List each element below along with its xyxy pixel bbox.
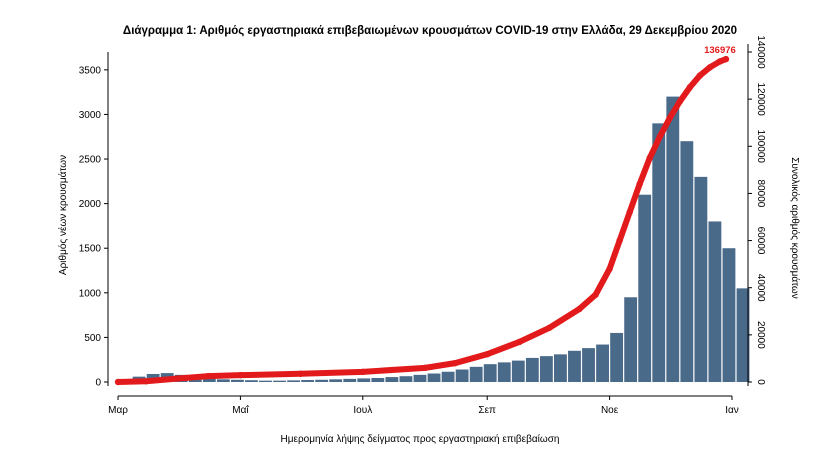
chart-title: Διάγραμμα 1: Αριθμός εργαστηριακά επιβεβ… bbox=[123, 25, 737, 37]
bar bbox=[525, 357, 539, 382]
bar bbox=[539, 356, 553, 382]
bar bbox=[596, 344, 609, 382]
x-tick-label: Μαρ bbox=[108, 405, 128, 416]
axes-group: 0 500 1000 1500 2000 2500 3000 3500 0 20000 40000 6… bbox=[79, 35, 766, 416]
y2-tick-label: 60000 bbox=[755, 227, 766, 255]
cumulative-point bbox=[205, 372, 212, 380]
cumulative-point bbox=[606, 265, 613, 273]
bar bbox=[343, 378, 357, 382]
y-tick-label: 1500 bbox=[79, 244, 102, 255]
y-tick-label: 3500 bbox=[79, 65, 102, 76]
cumulative-point bbox=[592, 291, 599, 298]
cumulative-point bbox=[616, 237, 623, 244]
bar bbox=[329, 379, 343, 382]
y-tick-label: 2000 bbox=[79, 199, 102, 210]
bar bbox=[259, 380, 272, 382]
bar bbox=[483, 364, 497, 382]
bar bbox=[497, 362, 511, 382]
bar bbox=[624, 297, 638, 382]
y2-tick-label: 80000 bbox=[755, 180, 766, 208]
x-tick-label: Ιουλ bbox=[353, 405, 372, 416]
x-tick-label: Νοε bbox=[601, 405, 619, 416]
bar bbox=[722, 248, 736, 382]
y-tick-label: 2500 bbox=[79, 155, 102, 166]
y-tick-label: 3000 bbox=[79, 110, 102, 121]
cumulative-point bbox=[421, 364, 429, 372]
cumulative-point bbox=[706, 64, 714, 71]
y2-tick-label: 100000 bbox=[755, 130, 766, 164]
x-axis-label: Ημερομηνία λήψης δείγματος προς εργαστηρ… bbox=[281, 433, 560, 445]
bar bbox=[441, 371, 455, 382]
bar bbox=[273, 380, 286, 382]
bar bbox=[301, 380, 315, 382]
cumulative-point bbox=[297, 370, 304, 377]
cumulative-point bbox=[142, 378, 150, 385]
bar bbox=[511, 360, 525, 382]
cumulative-point bbox=[175, 375, 182, 382]
bars-group bbox=[118, 96, 750, 382]
cumulative-point bbox=[237, 371, 244, 379]
bar bbox=[371, 377, 385, 382]
y2-tick-label: 120000 bbox=[755, 82, 766, 116]
bar bbox=[399, 376, 413, 382]
y-axis-label: Αριθμός νέων κρουσμάτων bbox=[57, 155, 69, 275]
cumulative-point bbox=[114, 378, 122, 386]
bar bbox=[315, 379, 329, 382]
bar bbox=[736, 288, 750, 382]
x-tick-label: Ιαν bbox=[725, 405, 739, 416]
cumulative-point bbox=[722, 55, 730, 63]
cumulative-point bbox=[576, 305, 583, 313]
bar bbox=[216, 379, 230, 382]
bar bbox=[568, 350, 581, 382]
bar bbox=[680, 141, 694, 382]
x-tick-label: Μαΐ bbox=[232, 404, 249, 416]
bar bbox=[455, 369, 469, 382]
end-value-label: 136976 bbox=[704, 45, 736, 56]
bar bbox=[694, 176, 708, 382]
cumulative-point bbox=[676, 98, 684, 105]
cumulative-point bbox=[626, 209, 633, 216]
cumulative-point bbox=[646, 154, 653, 162]
y2-tick-label: 40000 bbox=[755, 274, 766, 302]
cumulative-point bbox=[656, 133, 663, 141]
cumulative-point bbox=[359, 368, 367, 376]
bar bbox=[708, 221, 722, 382]
bar bbox=[427, 373, 441, 382]
cumulative-point bbox=[546, 324, 553, 331]
cumulative-point bbox=[484, 350, 491, 358]
bar bbox=[638, 194, 652, 382]
cumulative-point bbox=[516, 338, 523, 346]
cumulative-point bbox=[451, 359, 459, 367]
bar bbox=[287, 380, 301, 382]
y2-tick-label: 0 bbox=[755, 379, 766, 385]
bar bbox=[582, 348, 595, 382]
bar bbox=[385, 377, 399, 382]
y2-tick-label: 140000 bbox=[755, 35, 766, 69]
cumulative-point bbox=[636, 180, 643, 188]
bar bbox=[666, 96, 680, 382]
bar bbox=[413, 374, 427, 382]
bar bbox=[469, 366, 483, 382]
bar bbox=[230, 379, 244, 382]
bar bbox=[610, 332, 624, 382]
bar bbox=[652, 123, 666, 382]
cumulative-point bbox=[716, 58, 724, 65]
y-tick-label: 0 bbox=[95, 378, 101, 389]
cumulative-line-group: 136976 bbox=[114, 45, 736, 386]
x-tick-label: Σεπ bbox=[478, 405, 496, 416]
cumulative-point bbox=[696, 72, 704, 79]
cumulative-point bbox=[686, 84, 694, 91]
bar bbox=[554, 354, 567, 382]
cumulative-point bbox=[666, 114, 673, 122]
y2-axis-label: Συνολικός αριθμός κρουσμάτων bbox=[789, 157, 801, 299]
y-tick-label: 1000 bbox=[79, 288, 102, 299]
bar bbox=[357, 378, 371, 382]
bar bbox=[202, 378, 216, 382]
y2-tick-label: 20000 bbox=[755, 321, 766, 349]
bar bbox=[245, 380, 258, 382]
y-tick-label: 500 bbox=[84, 333, 101, 344]
